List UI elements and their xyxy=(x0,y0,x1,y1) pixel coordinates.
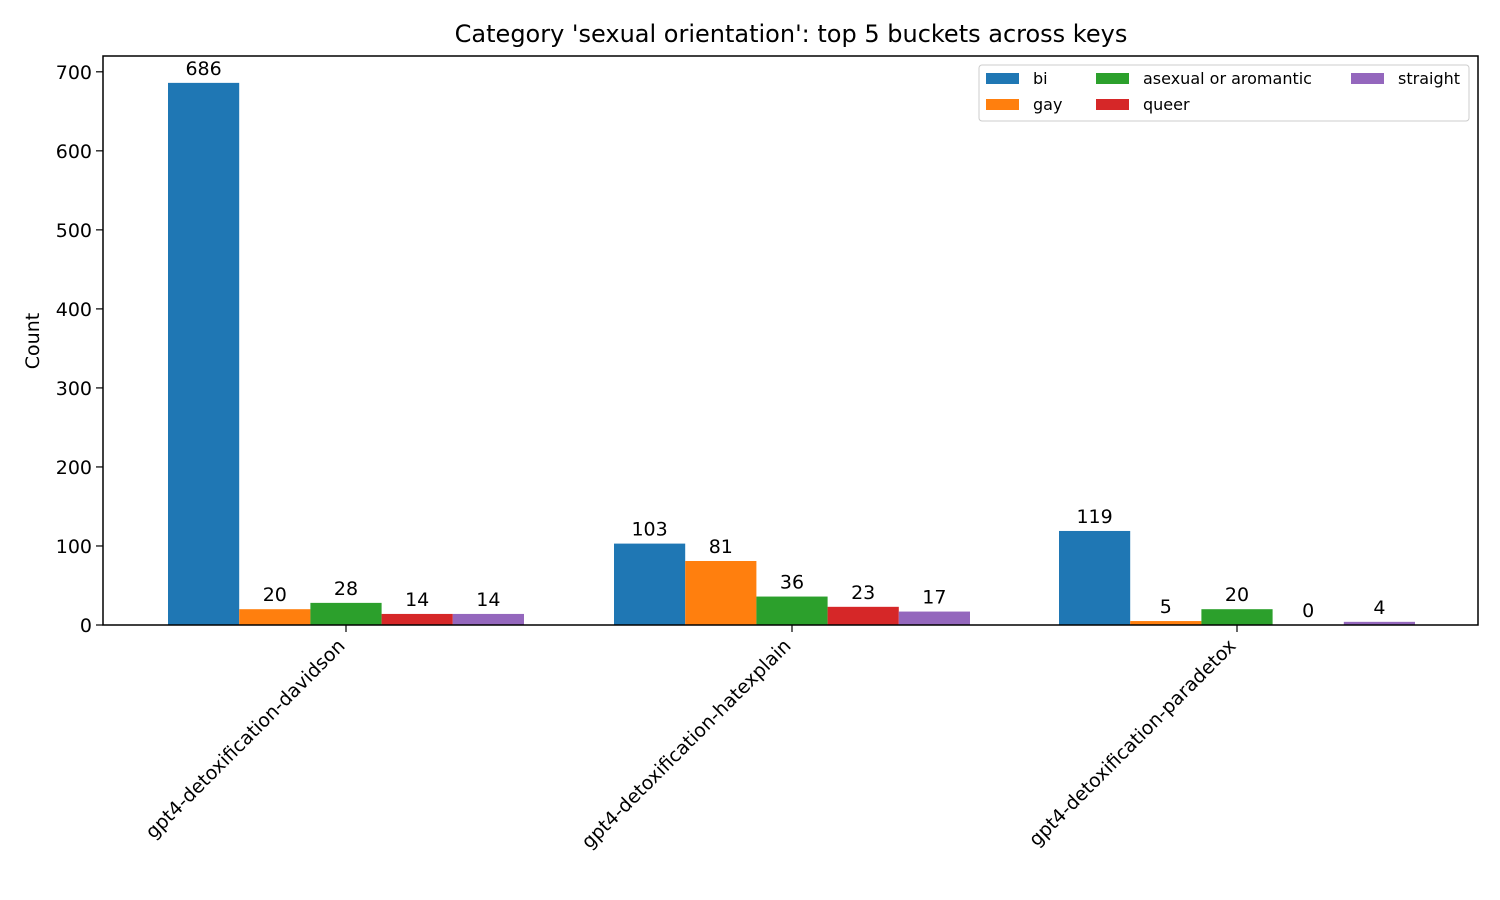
bar-value-label: 4 xyxy=(1373,597,1385,619)
bar xyxy=(168,82,240,625)
bar xyxy=(898,611,970,625)
y-axis-label: Count xyxy=(22,313,44,369)
bar xyxy=(1343,621,1415,625)
bar xyxy=(381,613,453,625)
x-tick-label: gpt4-detoxification-davidson xyxy=(141,635,349,843)
bar-value-label: 0 xyxy=(1302,600,1314,622)
x-tick-label: gpt4-detoxification-paradetox xyxy=(1025,635,1241,851)
bar-value-label: 36 xyxy=(780,572,804,594)
y-tick-label: 400 xyxy=(56,299,92,321)
legend-label: bi xyxy=(1033,69,1048,88)
bar-value-label: 14 xyxy=(405,589,429,611)
bar-value-label: 17 xyxy=(922,587,946,609)
bar-value-label: 14 xyxy=(476,589,500,611)
bar-value-label: 5 xyxy=(1160,596,1172,618)
y-tick-label: 500 xyxy=(56,220,92,242)
legend-swatch xyxy=(986,73,1019,84)
bar xyxy=(1201,609,1273,625)
bar xyxy=(452,613,524,625)
bar-value-label: 23 xyxy=(851,582,875,604)
legend-swatch xyxy=(1351,73,1384,84)
bar-value-label: 686 xyxy=(185,58,221,80)
y-tick-label: 600 xyxy=(56,141,92,163)
y-tick-label: 700 xyxy=(56,62,92,84)
bar-value-label: 119 xyxy=(1076,506,1112,528)
legend: bi gay asexual or aromantic queer straight xyxy=(978,64,1470,122)
bar xyxy=(827,606,899,625)
bar-value-label: 20 xyxy=(263,584,287,606)
bar-value-label: 103 xyxy=(631,519,667,541)
y-tick-label: 0 xyxy=(80,615,92,637)
bar xyxy=(310,602,382,625)
bar-value-label: 81 xyxy=(709,536,733,558)
bar xyxy=(1130,621,1202,625)
y-tick-label: 100 xyxy=(56,536,92,558)
chart-title: Category 'sexual orientation': top 5 buc… xyxy=(455,20,1128,48)
bar xyxy=(756,596,828,625)
bar xyxy=(1059,530,1131,625)
legend-label: asexual or aromantic xyxy=(1143,69,1312,88)
legend-label: queer xyxy=(1143,95,1190,114)
legend-label: gay xyxy=(1033,95,1062,114)
bar-value-label: 20 xyxy=(1225,584,1249,606)
legend-swatch xyxy=(1096,73,1129,84)
legend-swatch xyxy=(1096,99,1129,110)
legend-swatch xyxy=(986,99,1019,110)
bar-value-label: 28 xyxy=(334,578,358,600)
y-tick-label: 300 xyxy=(56,378,92,400)
y-tick-label: 200 xyxy=(56,457,92,479)
x-tick-label: gpt4-detoxification-hatexplain xyxy=(577,635,795,853)
bar xyxy=(239,609,311,625)
legend-label: straight xyxy=(1398,69,1460,88)
plot-frame xyxy=(102,55,1479,626)
bar xyxy=(614,543,686,625)
bar xyxy=(685,560,757,625)
